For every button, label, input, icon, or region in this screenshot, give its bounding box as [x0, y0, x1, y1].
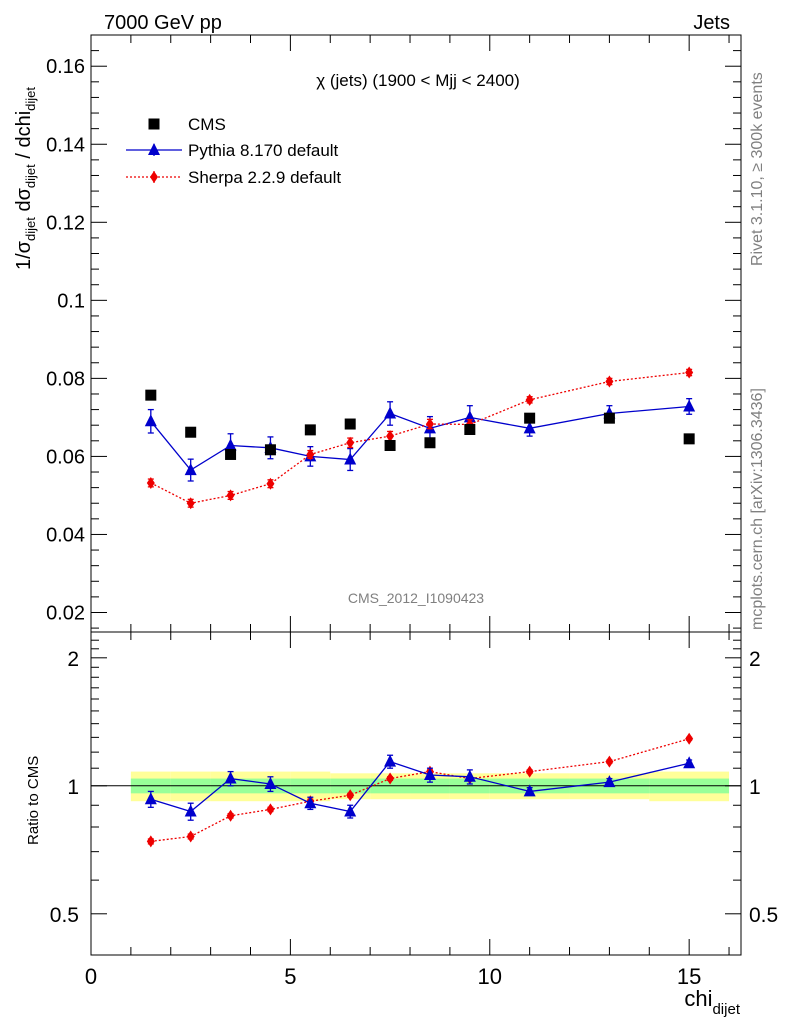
- main-y-tick-label: 0.08: [46, 368, 85, 390]
- ratio-y-tick-label: 1: [67, 776, 79, 799]
- legend-marker: [148, 143, 160, 155]
- ratio-panel: Ratio to CMS 0.5 0.5 1 1 2 2 0 5 10 15 chidijet: [25, 631, 778, 1018]
- main-y-tick-label: 0.12: [46, 212, 85, 234]
- x-tick-label: 10: [478, 964, 502, 989]
- legend: CMS Pythia 8.170 default Sherpa 2.2.9 defa…: [126, 115, 341, 187]
- legend-marker: [150, 171, 158, 183]
- ratio-pythia-point: [603, 775, 616, 788]
- ratio-y-tick-label: 2: [67, 648, 79, 671]
- cms-point: [145, 389, 157, 401]
- sherpa-point: [266, 477, 275, 490]
- svg-text:Ratio to CMS: Ratio to CMS: [25, 756, 42, 845]
- ratio-pythia-point: [423, 768, 436, 781]
- mcplots-label: mcplots.cern.ch [arXiv:1306.3436]: [749, 388, 766, 630]
- ratio-pythia-point: [184, 804, 197, 817]
- x-tick-label: 5: [284, 964, 296, 989]
- ratio-sherpa-point: [226, 809, 235, 822]
- sherpa-point: [146, 476, 155, 489]
- ratio-pythia-point: [344, 804, 357, 817]
- ratio-frame: [90, 631, 742, 956]
- ratio-y-tick-label-right: 1: [749, 776, 761, 799]
- main-ticks: 0.02 0.04 0.06 0.08 0.1 0.12 0.14 0.16: [46, 35, 741, 632]
- header-right: Jets: [693, 12, 730, 34]
- analysis-label: CMS_2012_I1090423: [348, 590, 484, 606]
- cms-point: [225, 448, 237, 460]
- ratio-pythia-point: [523, 784, 536, 797]
- main-title: χ (jets) (1900 < Mjj < 2400): [316, 71, 520, 90]
- sherpa-point: [186, 497, 195, 510]
- ratio-sherpa-point: [186, 830, 195, 843]
- ratio-pythia-point: [144, 792, 157, 805]
- pythia-point: [224, 438, 237, 451]
- pythia-point: [144, 414, 157, 427]
- svg-text:chidijet: chidijet: [684, 986, 740, 1018]
- x-tick-label: 15: [677, 964, 701, 989]
- main-y-axis-label: 1/σdijet dσdijet / dchidijet: [13, 87, 38, 270]
- ratio-series: [144, 732, 696, 848]
- cms-point: [264, 444, 276, 456]
- ratio-sherpa-point: [346, 789, 355, 802]
- sherpa-line: [150, 371, 690, 504]
- pythia-point: [523, 421, 536, 434]
- ratio-sherpa-point: [146, 835, 155, 848]
- ratio-pythia-point: [463, 769, 476, 782]
- legend-label: Pythia 8.170 default: [188, 141, 339, 160]
- header-left: 7000 GeV pp: [104, 12, 222, 34]
- cms-point: [304, 424, 316, 436]
- sherpa-point: [306, 448, 315, 461]
- ratio-y-tick-label: 0.5: [50, 904, 79, 927]
- sherpa-point: [425, 418, 434, 431]
- cms-point: [524, 412, 536, 424]
- rivet-label: Rivet 3.1.10, ≥ 300k events: [749, 72, 766, 266]
- svg-text:1/σdijet dσdijet / dchidijet: 1/σdijet dσdijet / dchidijet: [13, 87, 38, 270]
- legend-label: Sherpa 2.2.9 default: [188, 168, 341, 187]
- legend-label: CMS: [188, 115, 226, 134]
- sherpa-point: [226, 489, 235, 502]
- cms-point: [603, 412, 615, 424]
- main-panel: χ (jets) (1900 < Mjj < 2400) CMS_2012_I1…: [13, 34, 742, 633]
- ratio-pythia-line: [150, 760, 690, 813]
- cms-point: [384, 439, 396, 451]
- ratio-pythia-point: [384, 754, 397, 767]
- ratio-sherpa-point: [605, 755, 614, 768]
- x-tick-label: 0: [85, 964, 97, 989]
- ratio-pythia-point: [264, 776, 277, 789]
- cms-point: [424, 437, 436, 449]
- cms-point: [464, 423, 476, 435]
- x-axis-label: chidijet: [684, 986, 740, 1018]
- ratio-y-axis-label: Ratio to CMS: [25, 756, 42, 845]
- ratio-sherpa-point: [266, 803, 275, 816]
- ratio-ticks: 0.5 0.5 1 1 2 2 0 5 10 15: [50, 632, 778, 989]
- ratio-pythia-point: [224, 771, 237, 784]
- main-y-tick-label: 0.06: [46, 446, 85, 468]
- main-series: [144, 366, 696, 510]
- sherpa-point: [685, 366, 694, 379]
- main-y-tick-label: 0.1: [57, 290, 85, 312]
- ratio-sherpa-point: [386, 772, 395, 785]
- sherpa-point: [386, 430, 395, 443]
- ratio-pythia-point: [683, 756, 696, 769]
- cms-point: [683, 433, 695, 445]
- ratio-sherpa-point: [525, 765, 534, 778]
- cms-point: [344, 418, 356, 430]
- pythia-point: [683, 399, 696, 412]
- main-y-tick-label: 0.16: [46, 56, 85, 78]
- cms-point: [185, 426, 197, 438]
- ratio-pythia-point: [304, 796, 317, 809]
- main-y-tick-label: 0.04: [46, 524, 85, 546]
- pythia-line: [150, 405, 690, 471]
- pythia-point: [184, 463, 197, 476]
- main-y-tick-label: 0.14: [46, 134, 85, 156]
- legend-marker: [148, 118, 160, 130]
- pythia-point: [384, 406, 397, 419]
- ratio-y-tick-label-right: 0.5: [749, 904, 778, 927]
- sherpa-point: [605, 375, 614, 388]
- main-y-tick-label: 0.02: [46, 602, 85, 624]
- sherpa-point: [525, 393, 534, 406]
- pythia-point: [344, 452, 357, 465]
- ratio-y-tick-label-right: 2: [749, 648, 761, 671]
- ratio-sherpa-point: [685, 732, 694, 745]
- sherpa-point: [346, 436, 355, 449]
